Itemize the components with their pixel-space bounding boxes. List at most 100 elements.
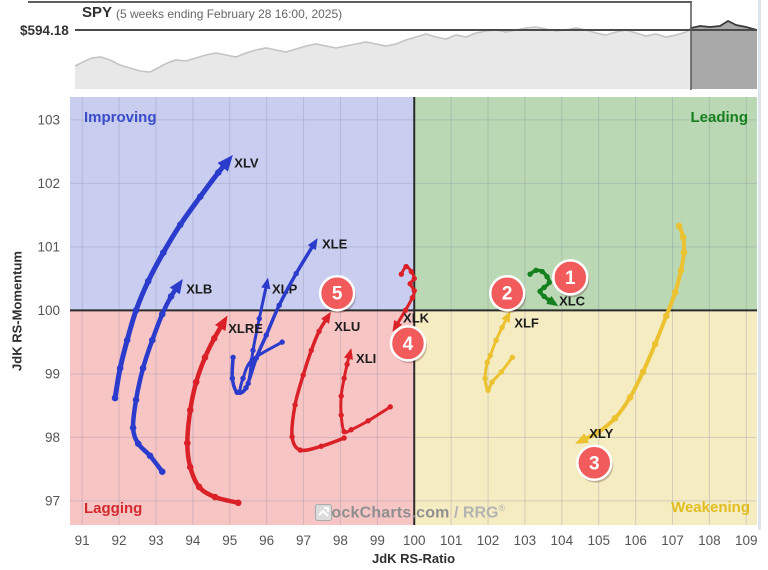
trail-XLE[interactable]: XLE	[229, 236, 348, 395]
trail-label-XLU: XLU	[334, 319, 360, 334]
trail-dot	[626, 394, 634, 401]
trail-label-XLI: XLI	[356, 351, 376, 366]
svg-text:5: 5	[332, 284, 343, 305]
trail-dot	[177, 221, 184, 228]
trail-arrowhead	[546, 296, 559, 307]
watermark-site: StockCharts.com	[315, 504, 450, 522]
quadrant-lagging	[70, 310, 415, 525]
trail-arrowhead	[261, 277, 271, 290]
trail-dot	[318, 443, 324, 449]
trail-dot	[186, 463, 194, 471]
quadrant-label-leading: Leading	[690, 109, 748, 126]
trail-dot	[611, 415, 619, 422]
trail-dot	[116, 364, 124, 372]
svg-text:101: 101	[440, 533, 463, 548]
trail-dot	[132, 307, 140, 314]
trail-dot	[485, 387, 491, 394]
trail-dot	[482, 375, 488, 382]
trail-dot	[129, 424, 137, 432]
trail-dot	[411, 287, 417, 294]
trail-dot	[675, 222, 683, 230]
trail-dot	[671, 289, 679, 296]
trail-dot	[250, 347, 256, 354]
trail-dot	[338, 412, 344, 418]
svg-text:1: 1	[565, 268, 576, 289]
trail-arrowhead	[321, 311, 331, 324]
spy-line	[74, 20, 758, 73]
trail-XLRE[interactable]: XLRE	[184, 315, 263, 507]
trail-dot	[499, 324, 505, 331]
trail-dot	[146, 452, 154, 460]
trail-dot	[541, 293, 547, 300]
trail-label-XLRE: XLRE	[228, 321, 263, 336]
trail-dot	[341, 375, 347, 382]
step-marker-2: 2	[488, 274, 527, 314]
trail-XLV[interactable]: XLV	[111, 154, 259, 402]
trail-dot	[160, 249, 167, 256]
spy-area	[75, 21, 757, 89]
trail-dot	[158, 310, 166, 318]
spy-highlight-window	[691, 19, 757, 89]
trail-dot	[484, 359, 490, 366]
trail-dot	[201, 354, 209, 361]
trail-XLU[interactable]: XLU	[289, 311, 360, 453]
trail-XLK[interactable]: XLK	[392, 263, 430, 332]
trail-label-XLF: XLF	[514, 315, 539, 330]
svg-text:103: 103	[37, 112, 60, 127]
trail-XLF[interactable]: XLF	[482, 311, 539, 394]
trail-dot	[243, 385, 249, 391]
svg-text:100: 100	[403, 533, 426, 548]
svg-text:106: 106	[624, 533, 647, 548]
svg-text:96: 96	[259, 533, 274, 548]
trail-dot	[192, 378, 200, 386]
trail-dot	[256, 315, 262, 322]
trail-dot	[300, 372, 306, 378]
tick-labels: 91 92 93 94 95 96 97 98 99 100 101 102 103 104 105 106 1…	[37, 112, 757, 548]
svg-text:91: 91	[75, 533, 90, 548]
trail-dot	[341, 428, 347, 435]
step-marker-3: 3	[576, 444, 614, 483]
svg-text:108: 108	[698, 533, 721, 548]
trail-dot	[234, 499, 242, 507]
trail-XLY[interactable]: XLY	[575, 222, 688, 444]
trail-dot	[411, 275, 417, 282]
trail-dot	[297, 447, 303, 453]
trail-XLC[interactable]: XLC	[527, 267, 586, 309]
trail-dot	[210, 335, 218, 342]
trail-XLI[interactable]: XLI	[338, 348, 393, 435]
trail-XLB[interactable]: XLB	[129, 278, 212, 475]
trail-dot	[680, 249, 688, 256]
trail-dot	[541, 284, 547, 291]
trail-dot	[409, 294, 416, 301]
x-axis-title: JdK RS-Ratio	[371, 551, 456, 566]
trail-label-XLC: XLC	[559, 293, 586, 308]
trail-dot	[639, 368, 647, 376]
trail-dot	[132, 396, 140, 404]
svg-text:98: 98	[45, 430, 60, 445]
trail-dot	[230, 354, 236, 361]
svg-text:103: 103	[514, 533, 537, 548]
trail-dot	[144, 277, 152, 285]
trail-dot	[215, 169, 222, 176]
chart-subtitle: (5 weeks ending February 28 16:00, 2025)	[116, 7, 343, 21]
trail-dot	[293, 270, 299, 277]
trail-dot	[234, 389, 240, 395]
trail-dot	[229, 375, 236, 382]
trail-dot	[539, 268, 545, 275]
spy-sparkline-chart	[74, 3, 758, 90]
trail-dot	[276, 302, 282, 308]
trail-dot	[292, 402, 298, 408]
trail-dot	[316, 328, 322, 335]
svg-text:102: 102	[477, 533, 500, 548]
trail-arrowhead	[575, 433, 589, 444]
svg-text:97: 97	[45, 493, 60, 508]
trail-dot	[253, 355, 260, 361]
trail-label-XLK: XLK	[403, 311, 430, 326]
trail-arrowhead	[169, 278, 183, 295]
symbol-title: SPY	[82, 4, 113, 21]
trail-dot	[594, 428, 602, 436]
trail-dot	[279, 339, 285, 345]
svg-text:109: 109	[735, 533, 758, 548]
trail-dot	[662, 312, 670, 320]
svg-text:92: 92	[112, 533, 127, 548]
